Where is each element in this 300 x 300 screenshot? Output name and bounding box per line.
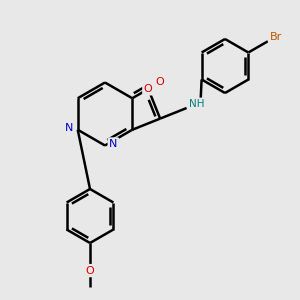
Text: O: O xyxy=(144,84,153,94)
Text: O: O xyxy=(156,77,164,87)
Text: NH: NH xyxy=(189,99,204,109)
Text: N: N xyxy=(109,139,118,149)
Text: N: N xyxy=(65,123,74,133)
Text: O: O xyxy=(85,266,94,276)
Text: Br: Br xyxy=(269,32,282,42)
